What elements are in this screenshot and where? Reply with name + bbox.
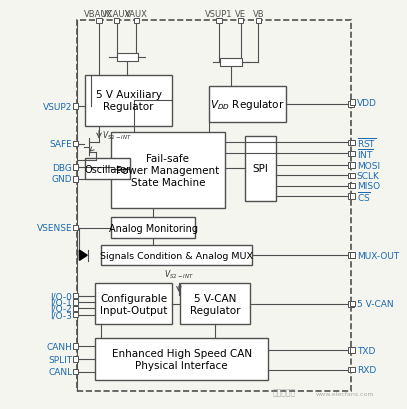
Bar <box>350 151 355 157</box>
Bar <box>348 301 354 307</box>
Text: MUX-OUT: MUX-OUT <box>357 251 399 260</box>
Text: VSUP2: VSUP2 <box>43 102 72 111</box>
Text: CANL: CANL <box>48 367 72 376</box>
Text: VB: VB <box>252 10 264 19</box>
Text: I/O-2: I/O-2 <box>50 304 72 313</box>
Bar <box>350 253 355 258</box>
Bar <box>85 76 172 126</box>
Bar <box>73 299 78 305</box>
Bar <box>73 142 78 147</box>
Bar <box>245 136 276 201</box>
Text: Configurable
Input-Output: Configurable Input-Output <box>100 293 167 315</box>
Text: Signals Condition & Analog MUX: Signals Condition & Analog MUX <box>100 251 253 260</box>
Bar <box>348 183 354 189</box>
Text: $V_{S2-INT}$: $V_{S2-INT}$ <box>164 268 194 280</box>
Bar <box>209 87 286 123</box>
Bar <box>96 19 102 24</box>
Text: MOSI: MOSI <box>357 161 380 170</box>
Bar <box>179 283 250 325</box>
Bar <box>348 367 354 373</box>
Bar <box>133 19 139 24</box>
Text: VSUP1: VSUP1 <box>205 10 233 19</box>
Bar <box>73 177 78 182</box>
Text: VBAUX: VBAUX <box>84 10 114 19</box>
Text: Enhanced High Speed CAN
Physical Interface: Enhanced High Speed CAN Physical Interfa… <box>112 348 252 370</box>
Text: VSENSE: VSENSE <box>37 224 72 233</box>
Bar <box>348 173 354 179</box>
Bar <box>350 367 355 373</box>
Text: www.elecfans.com: www.elecfans.com <box>315 391 374 396</box>
Text: I/O-0: I/O-0 <box>50 292 72 301</box>
Text: 5 V Auxiliary
Regulator: 5 V Auxiliary Regulator <box>96 90 162 112</box>
Bar <box>348 347 354 353</box>
Bar <box>350 301 355 307</box>
Bar <box>350 183 355 189</box>
Text: CANH: CANH <box>46 342 72 351</box>
Bar <box>348 151 354 157</box>
Bar <box>350 140 355 146</box>
Bar <box>348 102 354 108</box>
Text: Fail-safe
Power Management
State Machine: Fail-safe Power Management State Machine <box>116 154 219 187</box>
Bar <box>348 193 354 199</box>
Bar <box>73 356 78 362</box>
Bar <box>85 159 131 180</box>
Bar <box>348 140 354 146</box>
Text: $V_{DD}$ Regulator: $V_{DD}$ Regulator <box>210 98 285 112</box>
Bar <box>73 165 78 171</box>
Text: SPI: SPI <box>252 164 268 174</box>
Bar <box>73 225 78 231</box>
Bar <box>73 312 78 318</box>
Polygon shape <box>79 250 87 261</box>
Bar <box>73 306 78 311</box>
Bar <box>73 104 78 110</box>
Text: SPLIT: SPLIT <box>48 355 72 364</box>
Text: Analog Monitoring: Analog Monitoring <box>109 223 198 233</box>
Text: SAFE: SAFE <box>50 140 72 148</box>
Text: SCLK: SCLK <box>357 171 380 180</box>
Text: 电子发烧友: 电子发烧友 <box>272 387 295 396</box>
Bar <box>111 133 225 209</box>
Bar <box>95 283 172 325</box>
Bar <box>216 19 222 24</box>
Text: VE: VE <box>235 10 246 19</box>
Bar <box>350 347 355 353</box>
Text: $V_{S2-INT}$: $V_{S2-INT}$ <box>102 129 132 142</box>
Bar <box>116 54 138 62</box>
Text: RXD: RXD <box>357 365 376 374</box>
Text: $\overline{\rm{CS}}$: $\overline{\rm{CS}}$ <box>357 189 371 203</box>
Bar <box>95 338 268 380</box>
Text: 5 V-CAN
Regulator: 5 V-CAN Regulator <box>190 293 240 315</box>
Text: MISO: MISO <box>357 182 380 191</box>
Bar <box>348 253 354 258</box>
Text: DBG: DBG <box>53 163 72 172</box>
Bar <box>73 293 78 299</box>
Text: $\overline{\rm{INT}}$: $\overline{\rm{INT}}$ <box>357 147 374 161</box>
Text: VDD: VDD <box>357 99 376 108</box>
Text: $\overline{\rm{RST}}$: $\overline{\rm{RST}}$ <box>357 136 376 150</box>
Text: TXD: TXD <box>357 346 375 355</box>
Text: VAUX: VAUX <box>125 10 148 19</box>
Bar <box>256 19 261 24</box>
Bar <box>101 245 252 266</box>
Bar <box>73 369 78 375</box>
Text: VCAUX: VCAUX <box>102 10 131 19</box>
Bar <box>350 163 355 169</box>
Text: I/O-1: I/O-1 <box>50 298 72 307</box>
Text: Oscillator: Oscillator <box>85 164 131 174</box>
Bar <box>350 100 355 106</box>
Bar <box>350 193 355 199</box>
Text: I/O-3: I/O-3 <box>50 310 72 319</box>
Bar <box>238 19 243 24</box>
Text: 5 V-CAN: 5 V-CAN <box>357 299 393 308</box>
Bar <box>73 344 78 349</box>
Text: GND: GND <box>52 175 72 184</box>
Bar <box>114 19 120 24</box>
Bar <box>350 173 355 179</box>
Bar <box>111 218 195 238</box>
Bar <box>348 163 354 169</box>
Bar <box>220 59 242 67</box>
Bar <box>77 20 351 391</box>
